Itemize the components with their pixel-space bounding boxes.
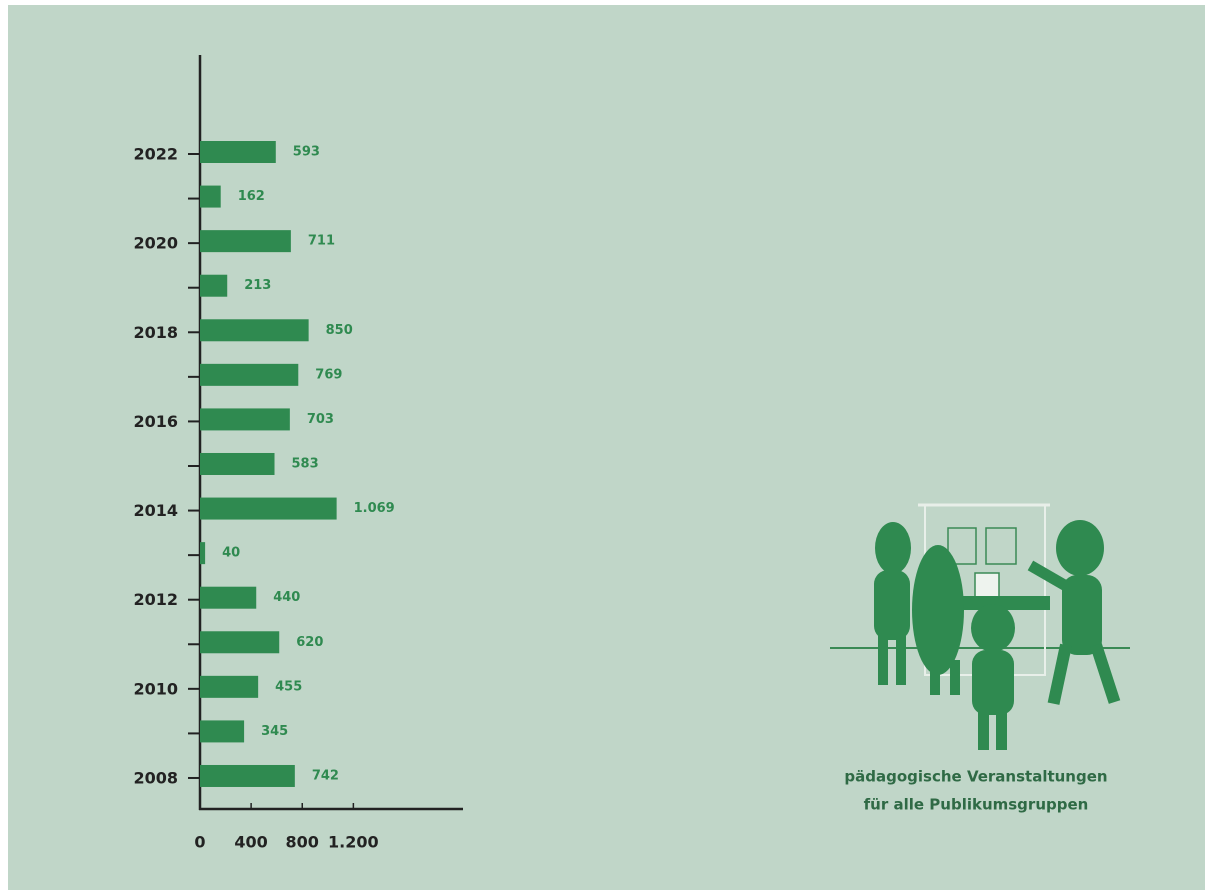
value-label: 40 — [222, 546, 240, 561]
y-tick-label: 2010 — [133, 679, 178, 698]
annotation: pädagogische Veranstaltungen — [844, 768, 1107, 786]
illustration — [830, 503, 1130, 750]
bar — [200, 497, 337, 520]
bar — [200, 452, 275, 475]
bar — [200, 408, 290, 431]
annotation: für alle Publikumsgruppen — [864, 796, 1089, 814]
y-tick-label: 2020 — [133, 234, 178, 253]
value-label: 583 — [292, 456, 319, 471]
bar — [200, 141, 276, 163]
value-label: 703 — [307, 412, 334, 427]
value-label: 593 — [293, 145, 320, 160]
bar — [200, 720, 245, 743]
value-label: 742 — [312, 768, 339, 783]
value-label: 769 — [315, 367, 342, 382]
value-label: 345 — [261, 724, 288, 739]
value-label: 620 — [296, 635, 323, 650]
value-label: 213 — [244, 278, 271, 293]
x-tick-label: 800 — [286, 833, 319, 852]
y-tick-label: 2022 — [133, 145, 178, 164]
bar — [200, 542, 206, 565]
bar — [200, 319, 309, 342]
y-tick-label: 2016 — [133, 412, 178, 431]
bar — [200, 230, 291, 253]
bar — [200, 631, 280, 654]
x-tick-label: 400 — [234, 833, 267, 852]
bar — [200, 274, 228, 297]
x-tick-label: 0 — [194, 833, 205, 852]
y-tick-label: 2012 — [133, 590, 178, 609]
value-label: 1.069 — [354, 501, 395, 516]
value-label: 162 — [238, 189, 265, 204]
bar — [200, 764, 295, 787]
bar — [200, 586, 257, 609]
value-label: 440 — [273, 590, 300, 605]
background — [8, 5, 1205, 890]
x-tick-label: 1.200 — [328, 833, 379, 852]
value-label: 455 — [275, 679, 302, 694]
bar — [200, 363, 299, 386]
value-label: 711 — [308, 234, 335, 249]
y-tick-label: 2014 — [133, 501, 178, 520]
bar — [200, 185, 221, 208]
value-label: 850 — [326, 323, 353, 338]
y-tick-label: 2018 — [133, 323, 178, 342]
bar — [200, 675, 259, 698]
y-tick-label: 2008 — [133, 768, 178, 787]
